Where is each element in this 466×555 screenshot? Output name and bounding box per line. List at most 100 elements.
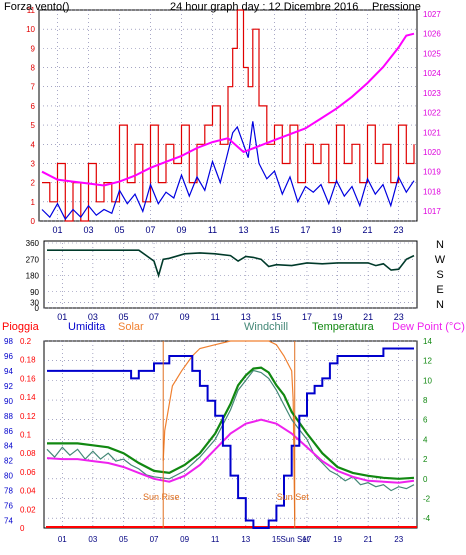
- pressure-line: [41, 32, 415, 187]
- x-tick-label: 09: [176, 225, 186, 235]
- humidity-tick-label: 82: [4, 457, 13, 466]
- legend-entry: Temperatura: [312, 321, 375, 333]
- rain-tick-label: 0: [20, 524, 25, 533]
- x-tick-label: 09: [180, 312, 190, 322]
- x-tick-label: Sun Set: [280, 535, 309, 544]
- x-tick-label: 09: [180, 535, 189, 544]
- direction-tick-label: 30: [30, 299, 39, 308]
- x-tick-label: 15: [271, 312, 281, 322]
- direction-tick-label: 90: [30, 288, 39, 297]
- pressure-tick-label: 1023: [423, 89, 441, 98]
- rain-tick-label: 0.12: [20, 412, 36, 421]
- rain-tick-label: 0.2: [20, 337, 32, 346]
- wind-direction-line: [47, 249, 415, 279]
- wind-tick-label: 11: [27, 6, 36, 15]
- temperature-tick-label: 12: [423, 357, 432, 366]
- rain-tick-label: 0.14: [20, 393, 36, 402]
- x-tick-label: 01: [52, 225, 62, 235]
- compass-label: N: [436, 299, 444, 311]
- wind-tick-label: 10: [26, 25, 35, 34]
- x-tick-label: 23: [394, 312, 404, 322]
- pressure-tick-label: 1025: [423, 49, 441, 58]
- wind-gust-line: [42, 9, 415, 222]
- temperature-tick-label: 8: [423, 396, 428, 405]
- pressure-tick-label: 1019: [423, 168, 441, 177]
- temperature-tick-label: 14: [423, 337, 432, 346]
- humidity-tick-label: 76: [4, 502, 13, 511]
- x-tick-label: 03: [88, 312, 98, 322]
- direction-tick-label: 0: [35, 304, 40, 313]
- temperature-tick-label: 2: [423, 455, 428, 464]
- rain-tick-label: 0.1: [20, 431, 32, 440]
- x-tick-label: 11: [211, 535, 220, 544]
- x-tick-label: 07: [149, 312, 159, 322]
- x-tick-label: 15: [269, 225, 279, 235]
- dewpoint-line: [46, 418, 415, 484]
- rain-tick-label: 0.06: [20, 468, 36, 477]
- wind-tick-label: 2: [31, 179, 36, 188]
- x-tick-label: 07: [150, 535, 159, 544]
- pressure-tick-label: 1024: [423, 69, 441, 78]
- pressure-tick-label: 1022: [423, 109, 441, 118]
- humidity-tick-label: 88: [4, 412, 13, 421]
- wind-tick-label: 1: [31, 198, 36, 207]
- rain-tick-label: 0.08: [20, 449, 36, 458]
- x-tick-label: 01: [58, 535, 67, 544]
- rain-tick-label: 0.02: [20, 505, 36, 514]
- pressure-tick-label: 1018: [423, 187, 441, 196]
- legend-entry: Dew Point (°C): [392, 321, 465, 333]
- x-tick-label: 19: [333, 535, 342, 544]
- wind-tick-label: 6: [31, 102, 36, 111]
- x-tick-label: 13: [238, 225, 248, 235]
- x-tick-label: 03: [88, 535, 97, 544]
- x-tick-label: 05: [119, 535, 128, 544]
- wind-tick-label: 5: [31, 121, 36, 130]
- wind-axis-label: Forza vento(): [4, 1, 69, 13]
- x-tick-label: 01: [57, 312, 67, 322]
- temperature-tick-label: 4: [423, 435, 428, 444]
- temperature-tick-label: 10: [423, 376, 432, 385]
- humidity-line: [47, 347, 414, 529]
- wind-tick-label: 0: [31, 217, 36, 226]
- solar-line: [162, 340, 296, 521]
- humidity-tick-label: 78: [4, 487, 13, 496]
- x-tick-label: 11: [211, 312, 220, 322]
- humidity-tick-label: 74: [4, 517, 13, 526]
- humidity-tick-label: 86: [4, 427, 13, 436]
- humidity-tick-label: 96: [4, 352, 13, 361]
- humidity-tick-label: 80: [4, 472, 13, 481]
- humidity-tick-label: 84: [4, 442, 13, 451]
- pressure-tick-label: 1026: [423, 30, 441, 39]
- wind-speed-line: [41, 121, 415, 221]
- x-tick-label: 17: [302, 312, 312, 322]
- wind-tick-label: 3: [31, 159, 36, 168]
- humidity-tick-label: 90: [4, 397, 13, 406]
- pressure-tick-label: 1021: [423, 128, 441, 137]
- direction-tick-label: 360: [26, 239, 40, 248]
- compass-label: S: [436, 269, 443, 281]
- chart-title: 24 hour graph day : 12 Dicembre 2016: [170, 1, 358, 13]
- wind-tick-label: 8: [31, 64, 36, 73]
- wind-tick-label: 7: [31, 83, 36, 92]
- x-tick-label: 21: [364, 535, 373, 544]
- temperature-tick-label: -2: [423, 494, 431, 503]
- temperature-tick-label: -4: [423, 514, 431, 523]
- x-tick-label: 21: [363, 312, 373, 322]
- wind-tick-label: 9: [31, 44, 36, 53]
- legend-entry: Pioggia: [2, 321, 40, 333]
- windchill-line: [46, 369, 415, 492]
- x-tick-label: 13: [241, 535, 250, 544]
- compass-label: W: [435, 254, 446, 266]
- legend-entry: Umidita: [68, 321, 106, 333]
- pressure-axis-label: Pressione: [372, 1, 421, 13]
- legend-entry: Windchill: [244, 321, 288, 333]
- temperature-tick-label: 6: [423, 416, 428, 425]
- rain-tick-label: 0.18: [20, 356, 36, 365]
- x-tick-label: 05: [114, 225, 124, 235]
- rain-tick-label: 0.04: [20, 487, 36, 496]
- x-tick-label: 23: [394, 535, 403, 544]
